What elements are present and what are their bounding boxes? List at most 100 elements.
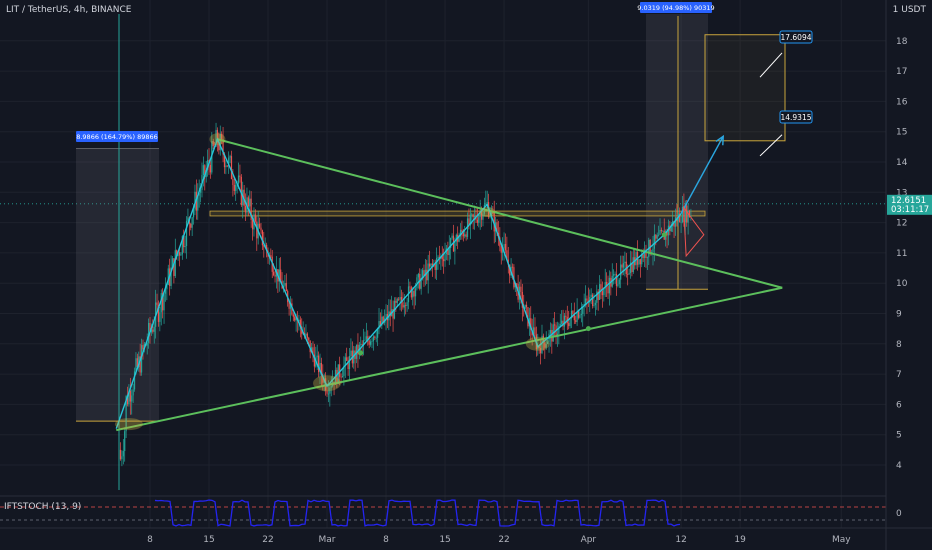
candle-body bbox=[570, 310, 573, 319]
candle-body bbox=[544, 342, 546, 348]
indicator-label[interactable]: IFTSTOCH (13, 9) bbox=[4, 502, 82, 512]
candle-body bbox=[139, 356, 141, 373]
candle-body bbox=[551, 329, 553, 342]
candle-body bbox=[362, 340, 365, 346]
candle-body bbox=[600, 284, 602, 292]
candle-body bbox=[434, 263, 436, 270]
candle-body bbox=[573, 314, 575, 321]
indicator-line bbox=[154, 499, 681, 527]
candle-body bbox=[465, 234, 467, 237]
candle-body bbox=[260, 227, 262, 231]
candle-body bbox=[341, 376, 344, 378]
candle-body bbox=[336, 369, 338, 384]
candle-body bbox=[273, 271, 275, 275]
candle-body bbox=[223, 154, 226, 168]
candle-body bbox=[679, 213, 681, 223]
candle-body bbox=[603, 288, 605, 296]
candle-body bbox=[278, 269, 280, 282]
candle-body bbox=[618, 279, 620, 285]
pivot-highlight bbox=[209, 133, 226, 146]
candle-body bbox=[549, 329, 552, 334]
candle-body bbox=[641, 254, 643, 265]
candle-body bbox=[451, 235, 453, 239]
candle-body bbox=[249, 198, 251, 207]
candle-body bbox=[308, 337, 310, 341]
candle-body bbox=[486, 202, 488, 204]
candle-body bbox=[357, 344, 359, 355]
candle-body bbox=[534, 327, 536, 335]
candle-body bbox=[690, 215, 692, 217]
candle-body bbox=[572, 310, 574, 315]
candle-body bbox=[147, 322, 150, 343]
candle-body bbox=[479, 212, 481, 217]
candle-body bbox=[184, 246, 186, 248]
y-tick-label: 13 bbox=[896, 188, 907, 198]
candle-body bbox=[400, 297, 403, 303]
candle-body bbox=[436, 258, 438, 270]
candle-body bbox=[289, 303, 292, 309]
candle-body bbox=[604, 282, 606, 289]
candle-body bbox=[320, 363, 323, 376]
candle-body bbox=[382, 316, 384, 323]
candle-body bbox=[455, 234, 457, 242]
candle-body bbox=[405, 305, 407, 306]
candle-body bbox=[266, 244, 268, 251]
candle-body bbox=[584, 298, 587, 305]
candle-body bbox=[541, 335, 543, 354]
candle-body bbox=[371, 341, 373, 343]
wave-path bbox=[115, 137, 682, 429]
triangle-lower-line bbox=[116, 286, 783, 432]
candle-body bbox=[152, 329, 154, 332]
candle-body bbox=[473, 215, 476, 218]
candle-body bbox=[500, 246, 502, 253]
candle-body bbox=[150, 329, 153, 333]
candle-body bbox=[582, 306, 584, 314]
candle-body bbox=[183, 236, 185, 248]
candle-body bbox=[343, 365, 345, 377]
pivot-highlight bbox=[313, 375, 342, 392]
candle-body bbox=[575, 320, 577, 322]
candle-body bbox=[174, 250, 176, 277]
candle-body bbox=[576, 311, 578, 322]
candle-body bbox=[291, 303, 293, 315]
candle-body bbox=[469, 214, 471, 226]
y-tick-label: 4 bbox=[896, 461, 902, 471]
candle-body bbox=[128, 390, 130, 405]
candle-body bbox=[385, 313, 387, 319]
candle-body bbox=[125, 395, 127, 432]
candle-body bbox=[129, 390, 131, 402]
candle-body bbox=[468, 218, 470, 226]
y-tick-label: 14 bbox=[896, 158, 908, 168]
pivot-highlight bbox=[114, 418, 143, 431]
signal-dot bbox=[358, 350, 364, 356]
candle-body bbox=[593, 305, 595, 306]
symbol-title[interactable]: LIT / TetherUS, 4h, BINANCE bbox=[6, 5, 132, 15]
candle-body bbox=[554, 324, 556, 326]
candle-body bbox=[613, 274, 615, 276]
candle-body bbox=[444, 254, 446, 262]
candle-body bbox=[645, 249, 647, 258]
candle-body bbox=[219, 133, 221, 151]
price-badge-countdown: 03:11:17 bbox=[891, 205, 929, 215]
candle-body bbox=[658, 234, 660, 236]
projection-arrowhead bbox=[715, 134, 725, 146]
candle-body bbox=[221, 133, 223, 140]
candle-body bbox=[157, 304, 160, 322]
candle-body bbox=[398, 298, 400, 300]
candle-body bbox=[222, 139, 224, 155]
candle-body bbox=[568, 323, 570, 327]
candle-body bbox=[629, 262, 632, 273]
candle-body bbox=[198, 192, 200, 196]
candle-body bbox=[478, 216, 480, 223]
candle-body bbox=[124, 431, 126, 451]
candle-body bbox=[162, 293, 164, 311]
candle-body bbox=[607, 286, 609, 294]
candle-body bbox=[322, 375, 324, 383]
y-tick-label: 6 bbox=[896, 400, 902, 410]
candle-body bbox=[426, 269, 428, 281]
candle-body bbox=[516, 283, 518, 285]
candle-body bbox=[527, 307, 529, 327]
candle-body bbox=[237, 175, 240, 184]
candle-body bbox=[624, 261, 626, 264]
